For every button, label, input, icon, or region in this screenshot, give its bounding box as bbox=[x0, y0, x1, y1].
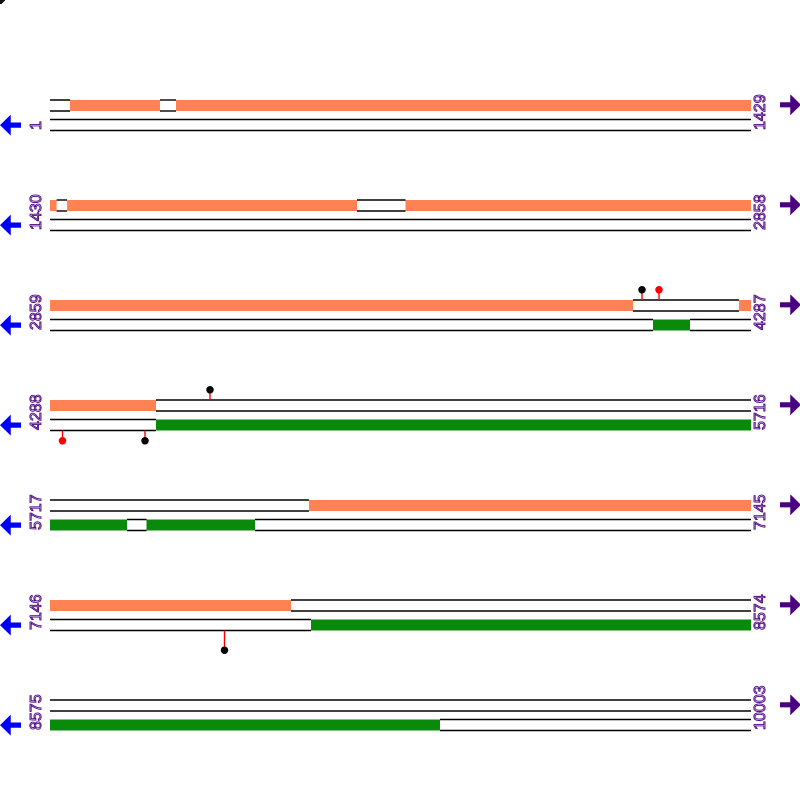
svg-text:4287: 4287 bbox=[752, 294, 769, 330]
svg-text:8575: 8575 bbox=[28, 694, 45, 730]
svg-text:10003: 10003 bbox=[752, 685, 769, 730]
svg-text:2859: 2859 bbox=[28, 294, 45, 330]
svg-text:1: 1 bbox=[28, 121, 45, 130]
svg-text:8574: 8574 bbox=[752, 594, 769, 630]
svg-text:7146: 7146 bbox=[28, 594, 45, 630]
svg-text:1429: 1429 bbox=[752, 94, 769, 130]
svg-text:5716: 5716 bbox=[752, 394, 769, 430]
svg-text:2858: 2858 bbox=[752, 194, 769, 230]
svg-text:1430: 1430 bbox=[28, 194, 45, 230]
svg-text:4288: 4288 bbox=[28, 394, 45, 430]
svg-text:5717: 5717 bbox=[28, 494, 45, 530]
svg-text:7145: 7145 bbox=[752, 494, 769, 530]
